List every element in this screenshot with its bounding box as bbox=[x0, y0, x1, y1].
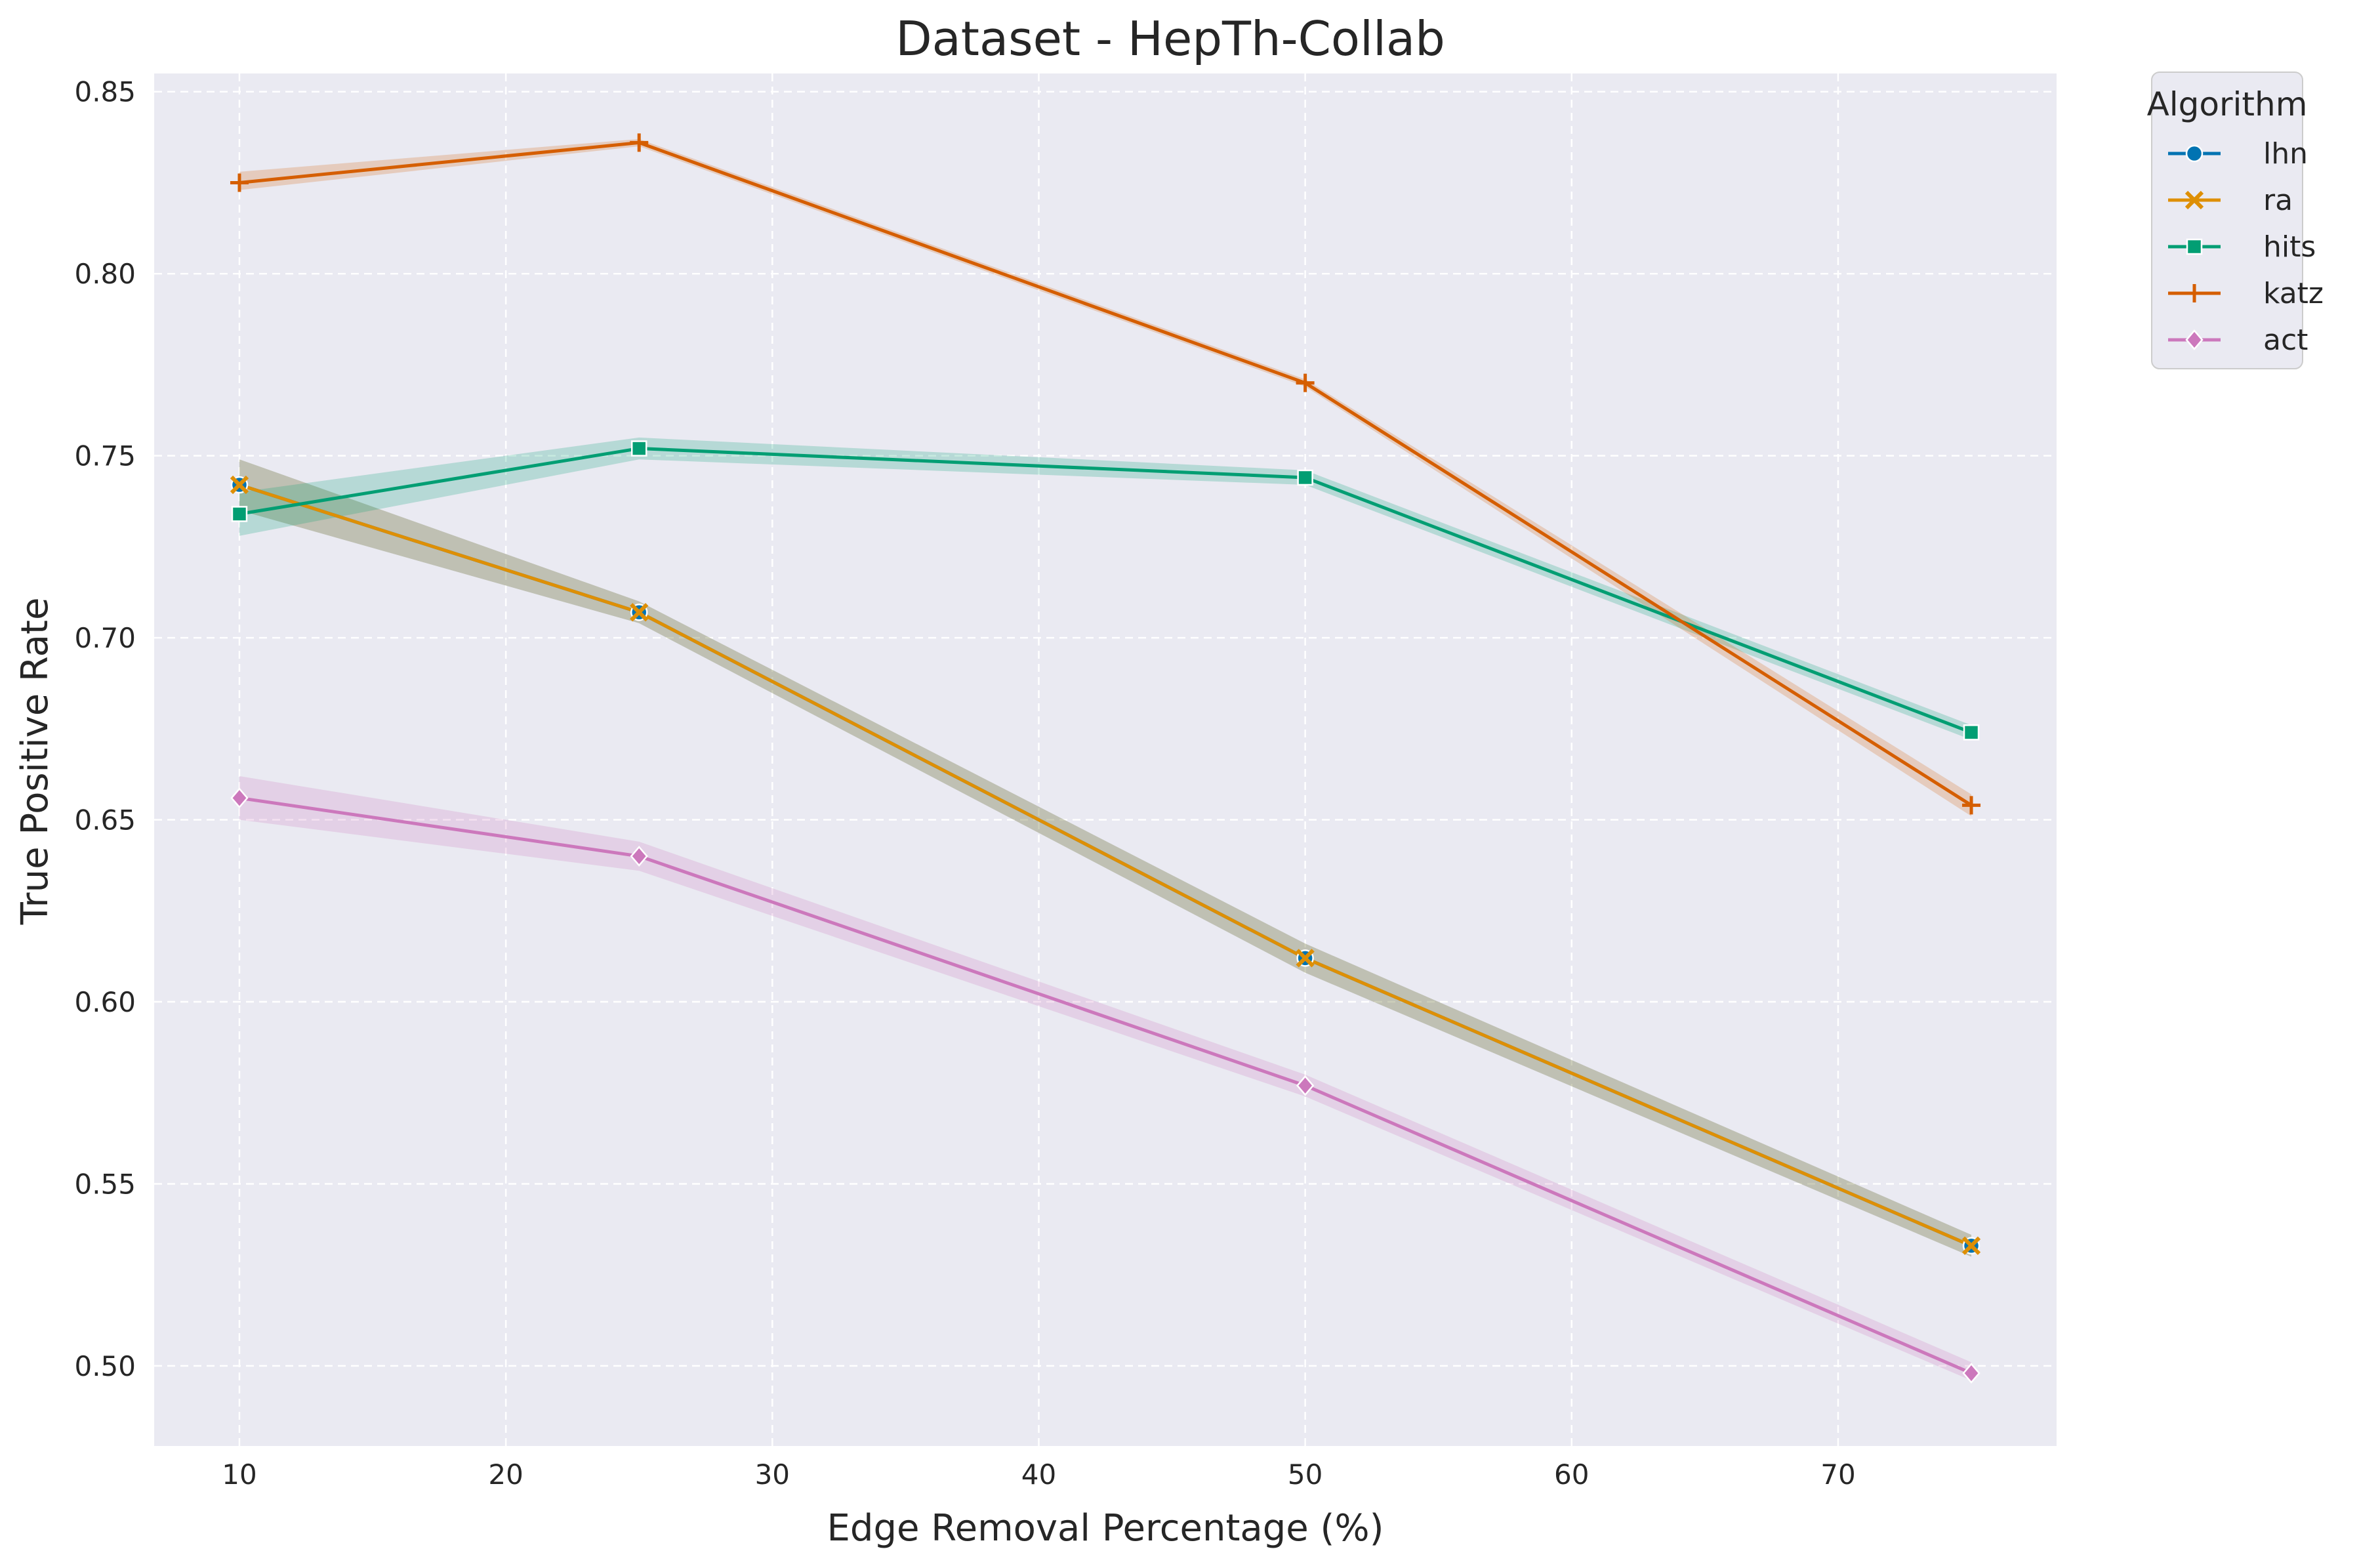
ra-point bbox=[1296, 949, 1315, 968]
ra-point bbox=[630, 603, 649, 622]
act-point bbox=[1962, 1363, 1980, 1384]
katz-point bbox=[230, 173, 249, 192]
katz-point bbox=[1296, 373, 1315, 392]
y-axis-label: True Positive Rate bbox=[14, 598, 56, 926]
legend: Algorithm lhn ra hits katz act bbox=[2147, 72, 2324, 369]
x-tick-label: 60 bbox=[1554, 1458, 1589, 1491]
y-tick-label: 0.60 bbox=[74, 986, 136, 1018]
series-lines bbox=[239, 140, 1973, 1375]
katz-point bbox=[1962, 796, 1981, 815]
legend-label-hits: hits bbox=[2263, 230, 2316, 264]
x-tick-label: 40 bbox=[1021, 1458, 1056, 1491]
y-tick-label: 0.85 bbox=[74, 76, 136, 108]
legend-label-ra: ra bbox=[2263, 184, 2293, 217]
plot-area bbox=[154, 73, 2057, 1446]
act-point bbox=[230, 787, 249, 809]
hits-legend-marker bbox=[2186, 238, 2203, 255]
ra-line bbox=[239, 483, 1973, 1248]
x-tick-label: 70 bbox=[1820, 1458, 1855, 1491]
x-tick-label: 30 bbox=[755, 1458, 790, 1491]
x-tick-label: 20 bbox=[488, 1458, 523, 1491]
act-point bbox=[1296, 1075, 1315, 1096]
ra-point bbox=[230, 475, 249, 495]
legend-title: Algorithm bbox=[2147, 85, 2308, 123]
legend-label-katz: katz bbox=[2263, 277, 2324, 310]
ra-legend-marker bbox=[2185, 190, 2204, 210]
hits-point bbox=[1963, 724, 1980, 741]
lhn-legend-marker bbox=[2185, 144, 2204, 163]
y-tick-label: 0.55 bbox=[74, 1168, 136, 1200]
act-point bbox=[630, 846, 648, 867]
ra-point bbox=[1961, 1236, 1981, 1255]
chart-title: Dataset - HepTh-Collab bbox=[895, 11, 1445, 66]
katz-legend-marker bbox=[2185, 284, 2204, 302]
grid-lines bbox=[154, 73, 2057, 1446]
act-confidence-band bbox=[239, 775, 1972, 1381]
hits-point bbox=[231, 506, 248, 522]
legend-label-act: act bbox=[2263, 323, 2308, 357]
x-tick-label: 50 bbox=[1288, 1458, 1323, 1491]
y-tick-label: 0.70 bbox=[74, 622, 136, 654]
x-axis-label: Edge Removal Percentage (%) bbox=[827, 1507, 1384, 1550]
y-tick-label: 0.75 bbox=[74, 440, 136, 472]
y-tick-label: 0.65 bbox=[74, 804, 136, 836]
hits-point bbox=[1297, 469, 1313, 486]
hits-line bbox=[239, 447, 1972, 734]
katz-line bbox=[239, 140, 1973, 807]
hits-point bbox=[630, 440, 647, 457]
x-tick-label: 10 bbox=[222, 1458, 256, 1491]
x-axis-ticks: 10 20 30 40 50 60 70 bbox=[222, 1458, 1855, 1491]
act-legend-marker bbox=[2185, 329, 2204, 350]
legend-label-lhn: lhn bbox=[2263, 137, 2308, 171]
series-markers bbox=[230, 133, 1981, 1384]
y-tick-label: 0.80 bbox=[74, 258, 136, 290]
y-tick-label: 0.50 bbox=[74, 1350, 136, 1382]
act-line bbox=[239, 796, 1973, 1375]
y-axis-ticks: 0.50 0.55 0.60 0.65 0.70 0.75 0.80 0.85 bbox=[74, 76, 136, 1382]
katz-point bbox=[630, 133, 649, 152]
